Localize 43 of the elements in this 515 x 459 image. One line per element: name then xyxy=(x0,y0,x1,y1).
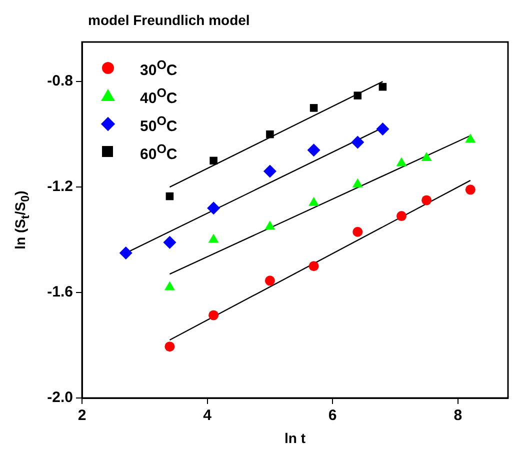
point xyxy=(164,281,175,290)
point xyxy=(210,156,218,165)
point xyxy=(207,202,220,215)
point xyxy=(352,226,363,237)
point xyxy=(465,184,476,195)
y-tick-label: -1.2 xyxy=(47,178,73,196)
point xyxy=(119,246,132,260)
point xyxy=(164,342,175,352)
point xyxy=(376,122,390,136)
x-tick-label: 6 xyxy=(328,407,337,424)
point xyxy=(422,195,432,206)
point xyxy=(310,104,318,112)
point xyxy=(378,82,387,91)
x-tick-label: 2 xyxy=(78,407,86,424)
point xyxy=(421,152,432,162)
point xyxy=(352,178,363,188)
x-tick-label: 4 xyxy=(203,407,212,424)
x-axis-title: ln t xyxy=(284,430,306,446)
point xyxy=(307,144,320,157)
point xyxy=(308,261,319,272)
point xyxy=(264,220,276,230)
legend-label: 60$^{O}$C xyxy=(140,142,178,162)
legend-label: 40$^{O}$C xyxy=(140,86,178,106)
point xyxy=(308,196,319,206)
point xyxy=(266,130,274,138)
y-tick-label: -1.6 xyxy=(47,284,73,301)
point xyxy=(166,192,174,200)
y-tick-label: -0.8 xyxy=(47,72,73,90)
point xyxy=(163,236,176,249)
point xyxy=(351,136,364,149)
point xyxy=(208,234,219,243)
point xyxy=(465,134,476,143)
point xyxy=(396,157,407,166)
chart-title: model Freundlich model xyxy=(88,12,250,28)
legend-label: 50$^{O}$C xyxy=(140,114,178,134)
point xyxy=(354,92,362,100)
point xyxy=(263,164,276,178)
legend-label: 30$^{O}$C xyxy=(140,58,178,78)
point xyxy=(208,310,219,320)
point xyxy=(396,211,406,222)
x-tick-label: 8 xyxy=(454,407,462,424)
point xyxy=(264,276,275,286)
y-tick-label: -2.0 xyxy=(47,389,73,406)
